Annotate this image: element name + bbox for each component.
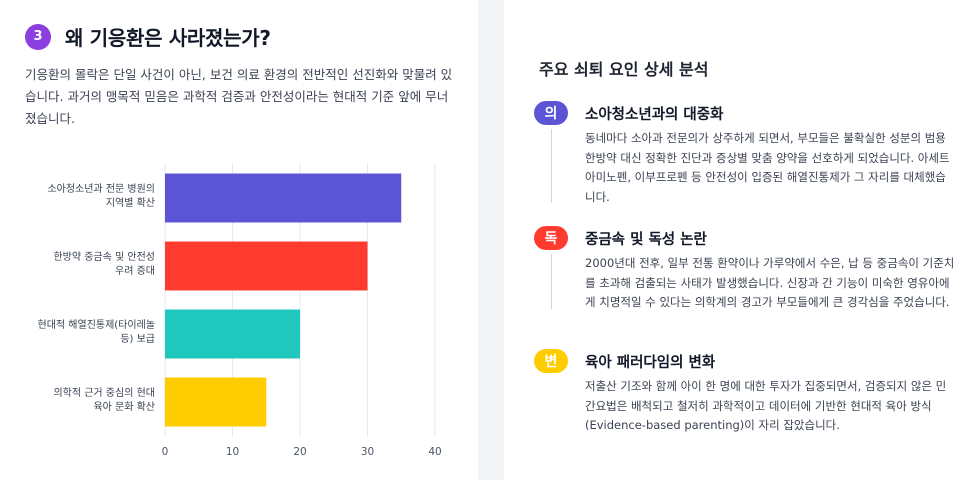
timeline-line (551, 254, 552, 309)
x-tick-label: 10 (226, 446, 239, 458)
factor-description: 저출산 기조와 함께 아이 한 명에 대한 투자가 집중되면서, 검증되지 않은… (585, 379, 947, 432)
factor-title: 소아청소년과의 대중화 (585, 106, 724, 123)
timeline-line (551, 377, 552, 432)
x-tick-label: 20 (293, 446, 306, 458)
timeline-line (551, 129, 552, 203)
bar (165, 173, 402, 223)
factor-title: 중금속 및 독성 논란 (585, 231, 707, 248)
factor-title: 육아 패러다임의 변화 (585, 354, 716, 371)
y-tick-label: 소아청소년과 전문 병원의 지역별 확산 (47, 183, 155, 209)
right-panel: 주요 쇠퇴 요인 상세 분석 의 소아청소년과의 대중화 동네마다 소아과 전문… (504, 0, 975, 480)
section-number-badge: 3 (25, 23, 51, 50)
bar (165, 377, 267, 427)
factor-badge: 의 (534, 101, 568, 125)
section-header: 3 왜 기응환은 사라졌는가? (25, 22, 271, 51)
factor-item-toxicity: 독 중금속 및 독성 논란 2000년대 전후, 일부 전통 환약이나 가루약에… (534, 226, 959, 313)
section-title: 왜 기응환은 사라졌는가? (65, 26, 271, 50)
analysis-title: 주요 쇠퇴 요인 상세 분석 (539, 60, 709, 79)
x-tick-label: 40 (428, 446, 441, 458)
y-tick-label: 한방약 중금속 및 안전성 우려 증대 (53, 251, 155, 277)
column-divider (478, 0, 504, 480)
y-tick-label: 의학적 근거 중심의 현대 육아 문화 확산 (53, 387, 155, 413)
factor-badge: 독 (534, 226, 568, 250)
y-tick-label: 현대적 해열진통제(타이레놀 등) 보급 (38, 318, 155, 345)
factor-item-pediatrics: 의 소아청소년과의 대중화 동네마다 소아과 전문의가 상주하게 되면서, 부모… (534, 101, 959, 207)
factor-item-parenting: 변 육아 패러다임의 변화 저출산 기조와 함께 아이 한 명에 대한 투자가 … (534, 349, 959, 436)
x-tick-label: 30 (361, 446, 374, 458)
bar (165, 309, 300, 359)
section-intro: 기응환의 몰락은 단일 사건이 아닌, 보건 의료 환경의 전반적인 선진화와 … (25, 67, 453, 126)
factor-description: 2000년대 전후, 일부 전통 환약이나 가루약에서 수은, 납 등 중금속이… (585, 256, 955, 309)
factor-badge: 변 (534, 349, 568, 373)
left-panel: 3 왜 기응환은 사라졌는가? 기응환의 몰락은 단일 사건이 아닌, 보건 의… (0, 0, 478, 480)
x-tick-label: 0 (162, 446, 169, 458)
factor-description: 동네마다 소아과 전문의가 상주하게 되면서, 부모들은 불확실한 성분의 범용… (585, 131, 950, 204)
bar (165, 241, 368, 291)
